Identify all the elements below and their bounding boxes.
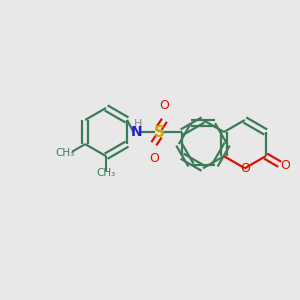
Text: O: O [160, 99, 170, 112]
Text: O: O [149, 152, 159, 165]
Text: O: O [240, 162, 250, 175]
Text: H: H [134, 119, 143, 129]
Text: CH₃: CH₃ [97, 168, 116, 178]
Text: S: S [154, 124, 165, 140]
Text: N: N [131, 125, 143, 139]
Text: O: O [280, 158, 290, 172]
Text: CH₃: CH₃ [55, 148, 74, 158]
